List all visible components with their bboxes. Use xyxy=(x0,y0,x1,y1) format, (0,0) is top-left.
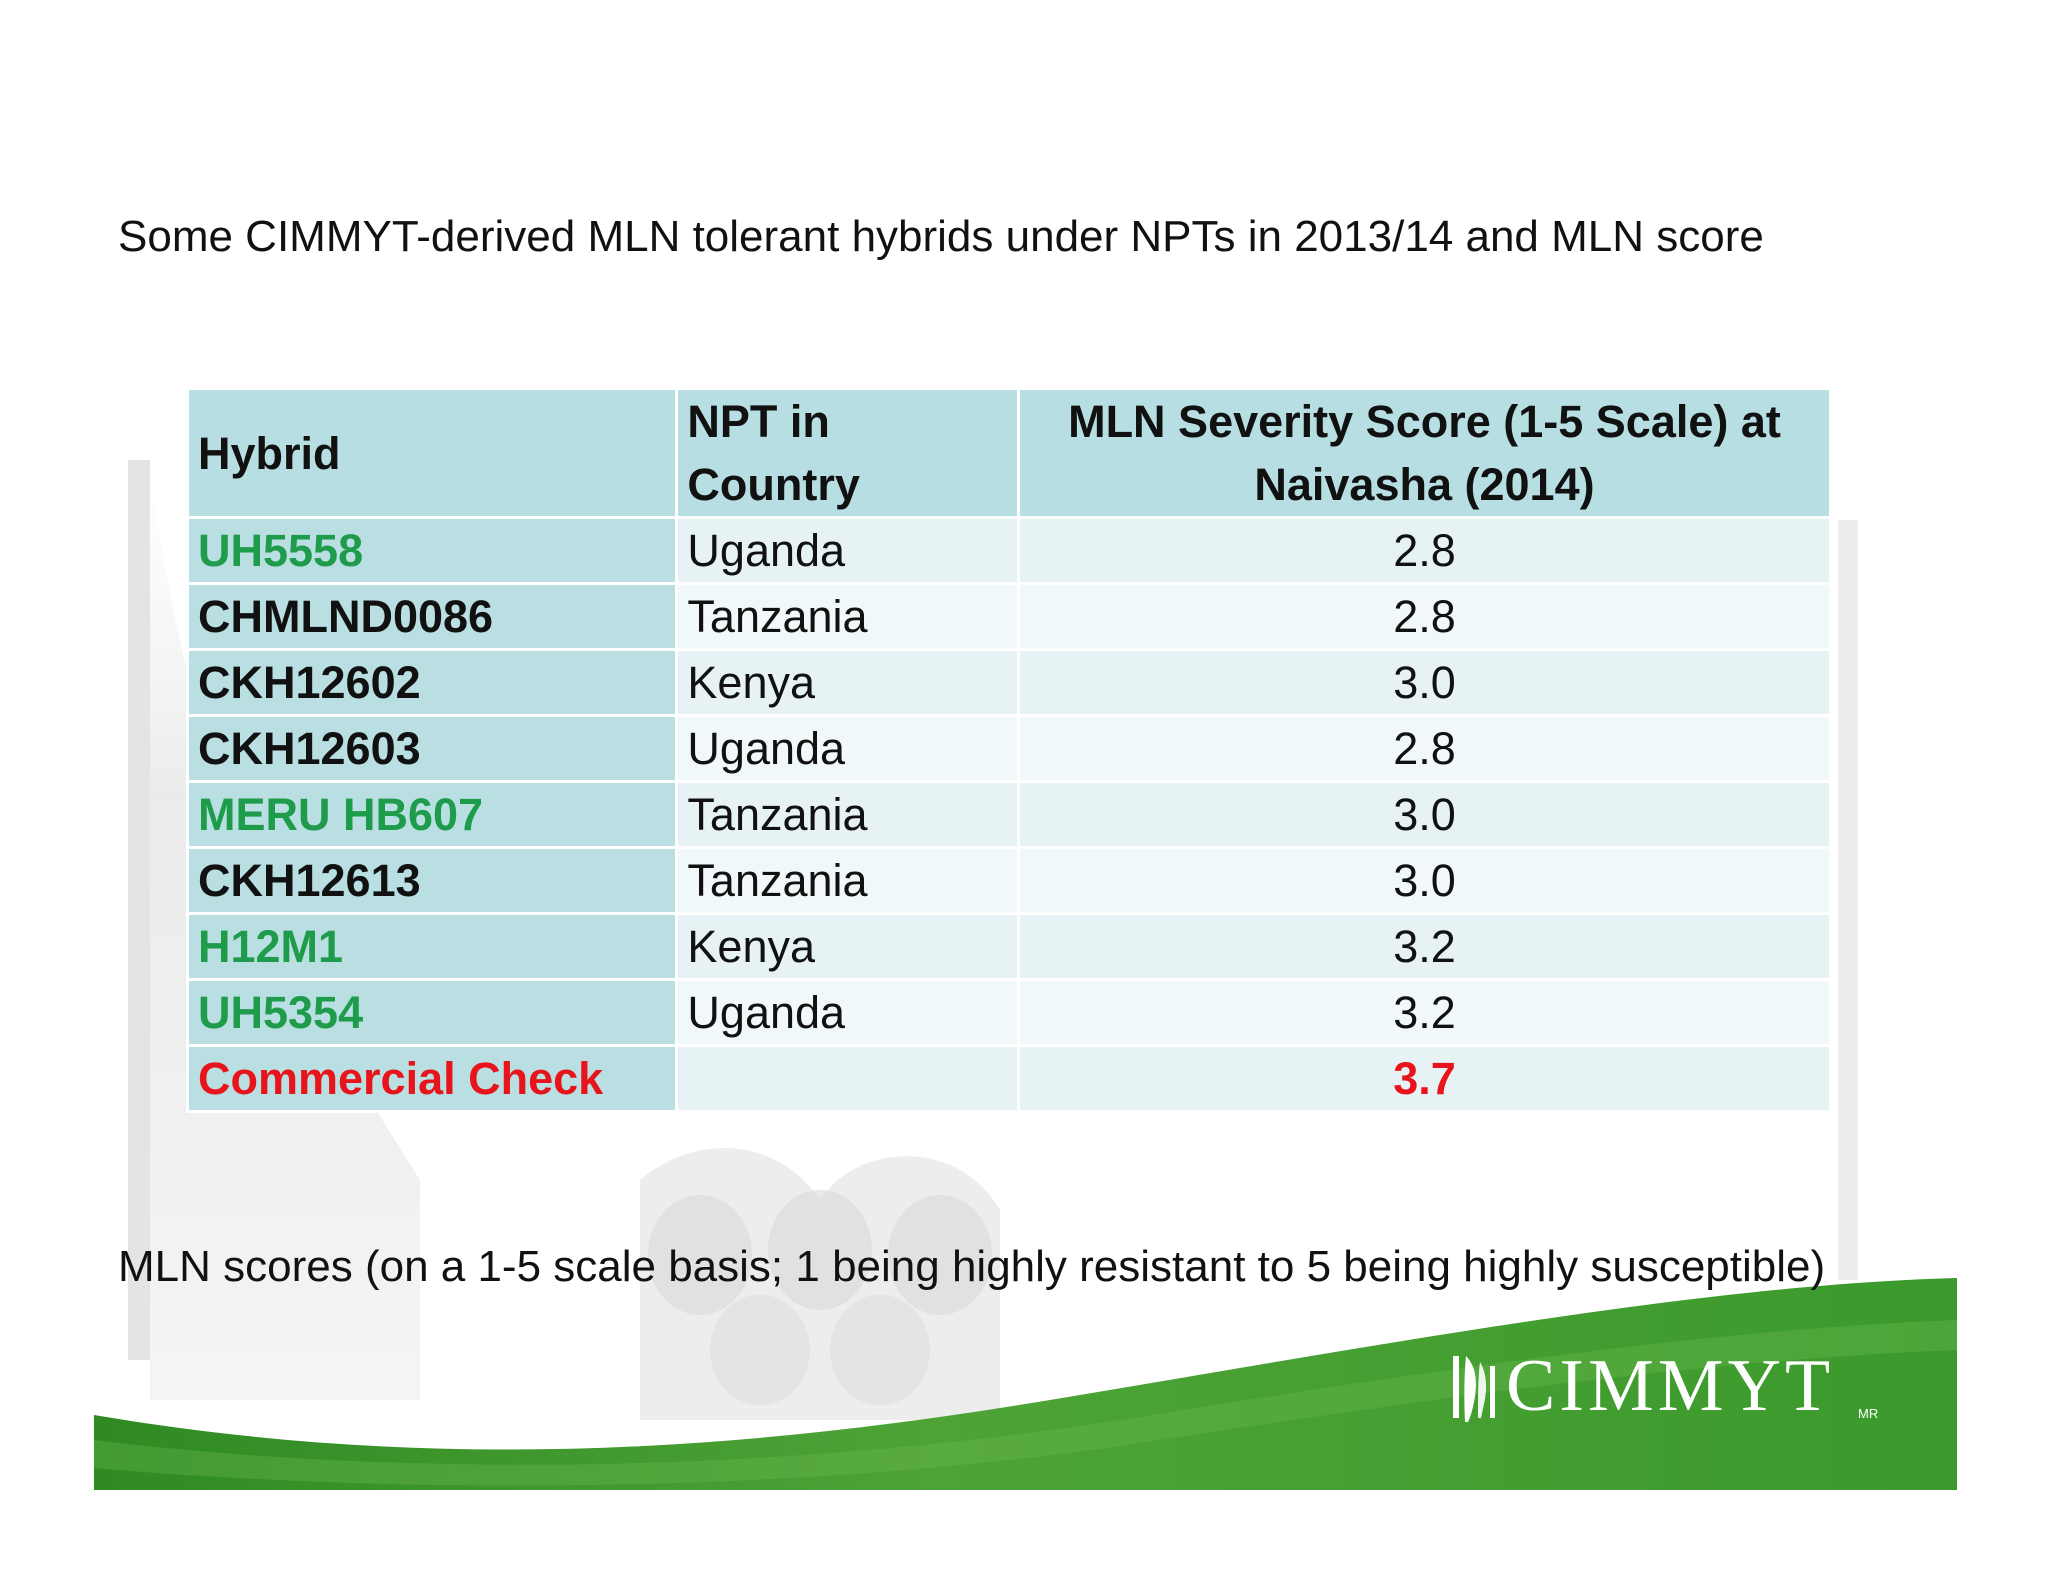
hybrid-cell: H12M1 xyxy=(185,912,679,981)
wheat-ear-icon xyxy=(1453,1356,1495,1422)
scale-footnote: MLN scores (on a 1-5 scale basis; 1 bein… xyxy=(118,1242,1826,1291)
npt-country-cell: Kenya xyxy=(675,912,1020,981)
mln-score-cell: 2.8 xyxy=(1016,714,1833,783)
table-header-row: Hybrid NPT in Country MLN Severity Score… xyxy=(185,387,1833,519)
npt-country-cell: Kenya xyxy=(675,648,1020,717)
table-row: H12M1 Kenya 3.2 xyxy=(185,912,1833,981)
table-row: UH5558 Uganda 2.8 xyxy=(185,516,1833,585)
header-npt-line1: NPT in xyxy=(687,396,830,447)
npt-country-cell: Uganda xyxy=(675,714,1020,783)
mln-score-cell: 2.8 xyxy=(1016,582,1833,651)
slide-title: Some CIMMYT-derived MLN tolerant hybrids… xyxy=(118,212,1764,261)
mln-score-cell: 2.8 xyxy=(1016,516,1833,585)
mln-score-cell: 3.0 xyxy=(1016,780,1833,849)
npt-country-cell: Uganda xyxy=(675,516,1020,585)
npt-country-cell: Tanzania xyxy=(675,780,1020,849)
mln-score-cell: 3.0 xyxy=(1016,846,1833,915)
table-row: CHMLND0086 Tanzania 2.8 xyxy=(185,582,1833,651)
hybrid-cell: CKH12602 xyxy=(185,648,679,717)
table-row: MERU HB607 Tanzania 3.0 xyxy=(185,780,1833,849)
hybrid-cell: CHMLND0086 xyxy=(185,582,679,651)
hybrid-cell: UH5354 xyxy=(185,978,679,1047)
hybrid-cell: CKH12603 xyxy=(185,714,679,783)
npt-country-cell: Uganda xyxy=(675,978,1020,1047)
hybrid-cell: MERU HB607 xyxy=(185,780,679,849)
header-score-line1: MLN Severity Score (1-5 Scale) at xyxy=(1068,396,1781,447)
mln-score-cell: 3.7 xyxy=(1016,1044,1833,1113)
header-hybrid: Hybrid xyxy=(185,387,679,519)
npt-country-cell: Tanzania xyxy=(675,582,1020,651)
header-score-line2: Naivasha (2014) xyxy=(1254,459,1595,510)
mln-score-cell: 3.0 xyxy=(1016,648,1833,717)
hybrid-cell: CKH12613 xyxy=(185,846,679,915)
npt-country-cell xyxy=(675,1044,1020,1113)
hybrid-cell: UH5558 xyxy=(185,516,679,585)
table-row: CKH12613 Tanzania 3.0 xyxy=(185,846,1833,915)
header-npt-in-country: NPT in Country xyxy=(675,387,1020,519)
hybrid-table: Hybrid NPT in Country MLN Severity Score… xyxy=(185,387,1833,1113)
mln-score-cell: 3.2 xyxy=(1016,978,1833,1047)
npt-country-cell: Tanzania xyxy=(675,846,1020,915)
logo-mr-mark: MR xyxy=(1858,1406,1879,1421)
table-row-commercial-check: Commercial Check 3.7 xyxy=(185,1044,1833,1113)
table-row: CKH12603 Uganda 2.8 xyxy=(185,714,1833,783)
logo-wordmark: CIMMYT xyxy=(1506,1345,1835,1427)
mln-score-cell: 3.2 xyxy=(1016,912,1833,981)
hybrid-cell: Commercial Check xyxy=(185,1044,679,1113)
header-npt-line2: Country xyxy=(687,459,860,510)
header-mln-score: MLN Severity Score (1-5 Scale) at Naivas… xyxy=(1016,387,1833,519)
table-row: CKH12602 Kenya 3.0 xyxy=(185,648,1833,717)
table-row: UH5354 Uganda 3.2 xyxy=(185,978,1833,1047)
